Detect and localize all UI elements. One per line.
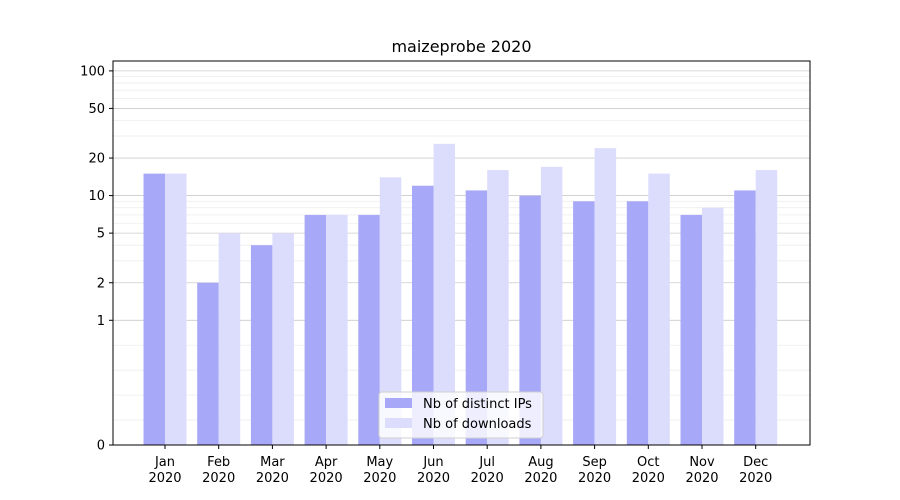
y-tick-label: 20	[88, 152, 105, 167]
x-tick-label-year: 2020	[524, 471, 557, 486]
bars	[143, 143, 778, 446]
y-tick-label: 50	[88, 102, 105, 117]
legend-swatch	[385, 398, 412, 408]
bar	[412, 185, 434, 445]
x-tick-label-month: Mar	[260, 455, 285, 470]
x-tick-label-month: Jan	[154, 455, 175, 470]
y-tick-label: 10	[88, 189, 105, 204]
bar	[143, 173, 165, 445]
legend-label: Nb of distinct IPs	[423, 397, 532, 412]
bar	[734, 190, 756, 445]
bar	[702, 207, 724, 445]
bar	[680, 214, 702, 445]
x-tick-label-month: Feb	[207, 455, 230, 470]
x-tick-label-month: Sep	[582, 455, 607, 470]
x-tick-label-year: 2020	[632, 471, 665, 486]
y-tick-label: 100	[80, 64, 105, 79]
x-tick-label-year: 2020	[256, 471, 289, 486]
bar	[358, 214, 380, 445]
bar	[594, 148, 617, 445]
x-tick-label-month: Oct	[637, 455, 659, 470]
x-tick-label-year: 2020	[363, 471, 396, 486]
x-tick-label-month: Aug	[528, 455, 553, 470]
bar	[379, 177, 402, 445]
x-tick-label-year: 2020	[202, 471, 235, 486]
x-tick-label-year: 2020	[685, 471, 718, 486]
x-tick-label-year: 2020	[417, 471, 450, 486]
bar	[573, 201, 595, 445]
x-tick-label-month: Jun	[422, 455, 443, 470]
bar	[487, 170, 509, 445]
x-tick-label-year: 2020	[578, 471, 611, 486]
x-tick-label-month: Jul	[478, 455, 495, 470]
bar	[250, 245, 273, 445]
axes: 0125102050100Jan2020Feb2020Mar2020Apr202…	[80, 60, 811, 486]
bar	[197, 282, 219, 445]
legend-label: Nb of downloads	[423, 417, 532, 432]
y-tick-label: 0	[97, 439, 105, 454]
bar	[755, 170, 778, 445]
y-tick-label: 1	[97, 314, 105, 329]
x-tick-label-year: 2020	[310, 471, 343, 486]
legend-swatch	[385, 418, 412, 428]
x-tick-label-year: 2020	[471, 471, 504, 486]
bar	[218, 233, 241, 445]
y-tick-label: 5	[97, 227, 105, 242]
x-tick-label-month: Nov	[689, 455, 715, 470]
x-tick-label-month: Apr	[315, 455, 338, 470]
bar	[304, 214, 327, 445]
bar	[465, 190, 488, 445]
bar	[272, 233, 294, 445]
x-tick-label-month: Dec	[743, 455, 768, 470]
legend-box	[378, 391, 544, 439]
y-tick-label: 2	[97, 276, 105, 291]
bar	[433, 143, 455, 446]
plot-frame	[112, 60, 811, 446]
bar	[540, 166, 563, 445]
chart-title: maizeprobe 2020	[391, 37, 531, 56]
legend: Nb of distinct IPs Nb of downloads	[378, 391, 544, 439]
bar	[165, 173, 187, 445]
bar	[626, 201, 649, 445]
bar	[326, 214, 348, 445]
bar	[519, 195, 541, 445]
x-tick-label-year: 2020	[739, 471, 772, 486]
x-tick-label-year: 2020	[148, 471, 181, 486]
x-tick-label-month: May	[366, 455, 393, 470]
bar	[648, 173, 670, 445]
